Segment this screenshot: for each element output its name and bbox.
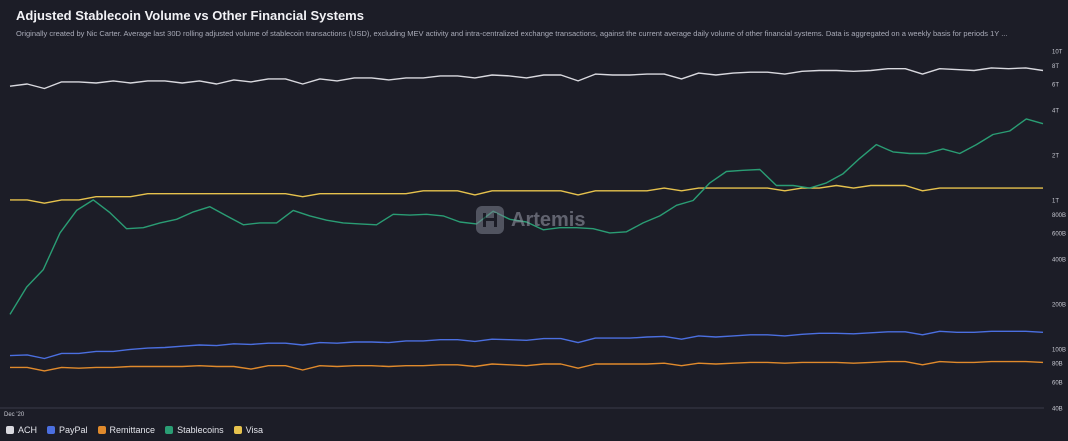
series-line-ach (9, 67, 1044, 90)
y-tick-label: 60B (1052, 380, 1063, 386)
legend-item-paypal[interactable]: PayPal (47, 425, 88, 435)
legend-label: Remittance (109, 425, 156, 435)
y-tick-label: 600B (1052, 231, 1066, 237)
series-line-paypal (9, 330, 1044, 360)
legend: ACH PayPal Remittance Stablecoins Visa (6, 425, 263, 435)
chart-title: Adjusted Stablecoin Volume vs Other Fina… (16, 8, 364, 23)
legend-label: Visa (245, 425, 263, 435)
y-tick-label: 200B (1052, 302, 1066, 308)
series-line-stablecoins (9, 118, 1044, 315)
watermark: Artemis (476, 206, 585, 234)
legend-item-stablecoins[interactable]: Stablecoins (165, 425, 224, 435)
y-tick-label: 4T (1052, 109, 1059, 115)
legend-swatch (165, 426, 174, 434)
y-tick-label: 800B (1052, 213, 1066, 219)
artemis-logo-icon (476, 206, 504, 234)
legend-label: PayPal (59, 425, 88, 435)
legend-label: ACH (18, 425, 38, 435)
legend-swatch (6, 426, 14, 434)
y-tick-label: 8T (1052, 64, 1059, 70)
series-line-remittance (10, 360, 1044, 372)
y-tick-label: 1T (1052, 198, 1059, 204)
legend-swatch (97, 426, 106, 434)
legend-label: Stablecoins (177, 425, 224, 435)
y-tick-label: 100B (1052, 347, 1066, 353)
y-tick-label: 6T (1052, 83, 1059, 89)
legend-item-ach[interactable]: ACH (6, 425, 37, 435)
series-line-visa (10, 184, 1043, 204)
legend-swatch (233, 426, 242, 434)
x-tick-label: Dec '20 (4, 412, 25, 418)
y-tick-label: 40B (1052, 407, 1063, 413)
legend-item-remittance[interactable]: Remittance (97, 425, 156, 435)
watermark-text: Artemis (511, 208, 586, 231)
chart-subtitle: Originally created by Nic Carter. Averag… (16, 29, 1008, 38)
y-tick-label: 2T (1052, 154, 1059, 160)
y-tick-label: 80B (1052, 362, 1063, 368)
y-tick-label: 10T (1052, 50, 1063, 56)
legend-item-visa[interactable]: Visa (233, 425, 263, 435)
legend-swatch (47, 426, 56, 434)
y-tick-label: 400B (1052, 258, 1066, 264)
